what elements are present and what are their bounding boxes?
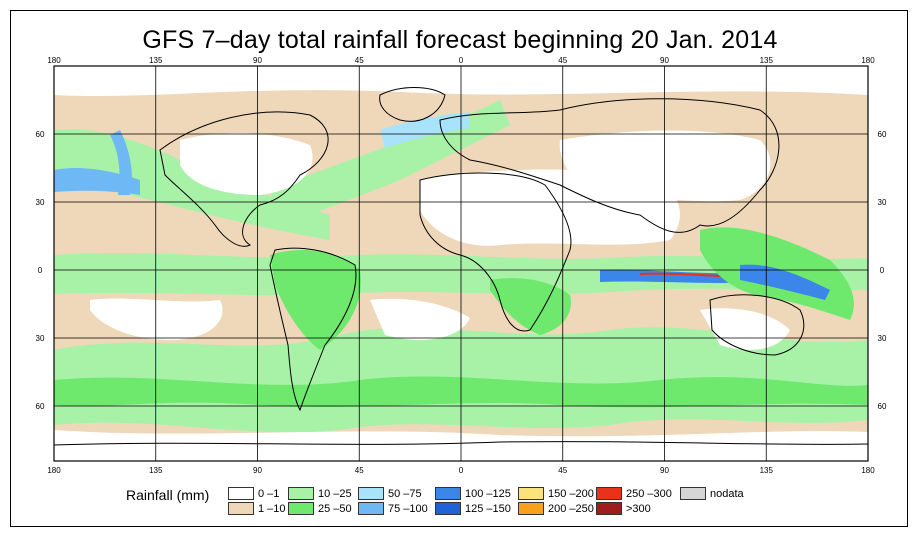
dry-region-asia	[559, 130, 771, 202]
bottom-lon-label: 135	[149, 466, 163, 475]
right-lat-label: 0	[880, 266, 885, 275]
bottom-lon-label: 45	[558, 466, 567, 475]
top-lon-label: 180	[47, 56, 61, 65]
antarctica-outline	[54, 441, 868, 446]
bottom-lon-label: 180	[47, 466, 61, 475]
top-lon-label: 90	[660, 56, 669, 65]
top-longitude-labels: 180 135 90 45 0 45 90 135 180	[47, 56, 875, 65]
figure-frame	[10, 10, 908, 527]
top-lon-label: 135	[149, 56, 163, 65]
right-lat-label: 60	[878, 130, 887, 139]
top-lon-label: 90	[253, 56, 262, 65]
left-lat-label: 30	[36, 198, 45, 207]
dry-region-south-atlantic	[370, 298, 470, 340]
bottom-longitude-labels: 180 135 90 45 0 45 90 135 180	[47, 466, 875, 475]
rain-band-north-pacific-heavy	[54, 168, 140, 195]
right-lat-label: 60	[878, 402, 887, 411]
left-lat-label: 30	[36, 334, 45, 343]
right-lat-label: 30	[878, 198, 887, 207]
africa-outline	[419, 172, 572, 332]
map-title: GFS 7–day total rainfall forecast beginn…	[142, 26, 778, 54]
dry-region-south-pacific	[90, 298, 223, 340]
rain-band-north-atlantic	[270, 100, 510, 225]
bottom-lon-label: 180	[861, 466, 875, 475]
bottom-lon-label: 90	[253, 466, 262, 475]
top-lon-label: 45	[558, 56, 567, 65]
top-lon-label: 0	[459, 56, 464, 65]
right-lat-label: 30	[878, 334, 887, 343]
right-latitude-labels: 60 30 0 30 60	[878, 130, 887, 411]
left-latitude-labels: 60 30 0 30 60	[36, 130, 45, 411]
south-america-outline	[269, 247, 357, 412]
left-lat-label: 0	[38, 266, 43, 275]
rain-band-south-america	[270, 250, 361, 350]
bottom-lon-label: 0	[459, 466, 464, 475]
top-lon-label: 180	[861, 56, 875, 65]
top-lon-label: 135	[760, 56, 774, 65]
dry-region-north-america	[180, 133, 313, 195]
bottom-lon-label: 135	[760, 466, 774, 475]
bottom-lon-label: 90	[660, 466, 669, 475]
left-lat-label: 60	[36, 402, 45, 411]
top-lon-label: 45	[355, 56, 364, 65]
left-lat-label: 60	[36, 130, 45, 139]
rain-band-gulf-of-alaska	[110, 130, 132, 195]
bottom-lon-label: 45	[355, 466, 364, 475]
rain-band-maritime-heavy	[740, 264, 830, 300]
graticule	[54, 66, 868, 461]
greenland-outline	[379, 87, 446, 122]
rain-band-north-atlantic-heavy	[380, 112, 470, 148]
rain-band-southern-africa	[490, 278, 571, 335]
eurasia-outline	[439, 98, 780, 233]
